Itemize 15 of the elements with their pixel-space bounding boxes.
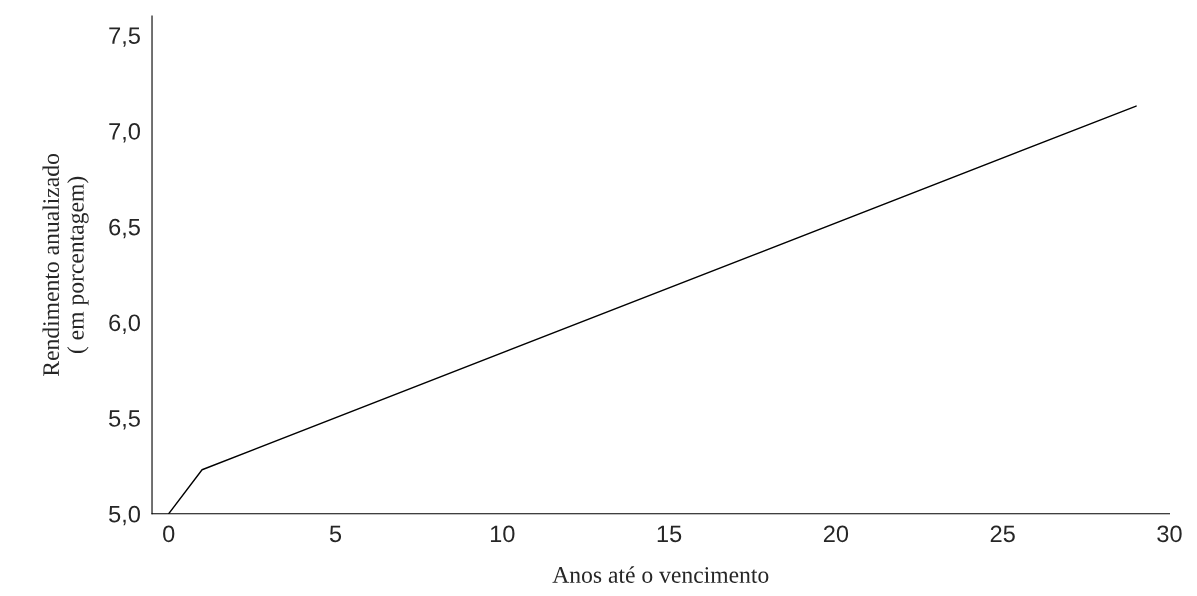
x-tick-label: 25	[990, 525, 1015, 543]
y-tick-label: 7,0	[109, 123, 140, 143]
y-tick-label: 7,5	[109, 27, 140, 47]
x-tick-label: 0	[163, 525, 175, 543]
x-tick-label: 30	[1157, 525, 1182, 543]
x-tick-label: 10	[490, 525, 515, 543]
y-tick-label: 6,0	[109, 314, 140, 334]
x-axis-title: Anos até o vencimento	[552, 566, 769, 583]
y-tick-label: 6,5	[109, 218, 140, 239]
y-tick-label: 5,0	[109, 505, 140, 526]
y-axis-title: Rendimento anualizado ( em porcentagem)	[42, 154, 89, 377]
x-tick-label: 15	[657, 525, 682, 543]
x-tick-label: 5	[329, 525, 342, 543]
y-tick-label: 5,5	[109, 410, 140, 430]
x-tick-label: 20	[823, 525, 849, 543]
